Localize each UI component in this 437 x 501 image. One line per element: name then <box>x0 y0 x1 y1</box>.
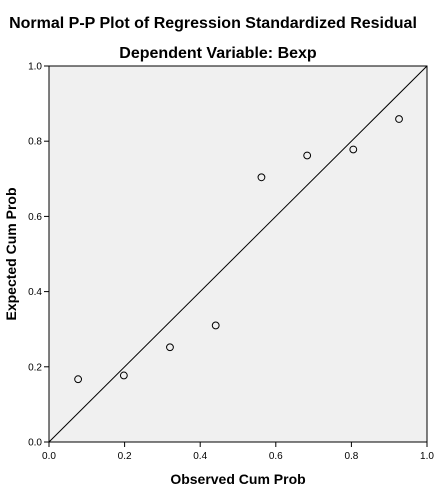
x-tick-label: 0.6 <box>269 451 283 462</box>
data-point <box>119 371 128 380</box>
reference-line <box>48 65 428 443</box>
x-tick-label: 1.0 <box>420 451 434 462</box>
y-tick-label: 1.0 <box>28 62 42 73</box>
data-point <box>395 115 403 123</box>
data-point <box>74 375 83 384</box>
y-tick-label: 0.2 <box>28 362 42 373</box>
data-point <box>166 343 174 352</box>
chart-title: Normal P-P Plot of Regression Standardiz… <box>9 15 417 32</box>
x-axis-ticks: 0.0 0.2 0.4 0.6 0.8 1.0 <box>42 442 434 462</box>
data-points <box>74 115 403 384</box>
y-axis-ticks: 0.0 0.2 0.4 0.6 0.8 1.0 <box>28 62 49 449</box>
data-point <box>211 321 220 330</box>
y-tick-label: 0.8 <box>28 137 42 148</box>
x-tick-label: 0.8 <box>344 451 358 462</box>
x-tick-label: 0.2 <box>118 451 132 462</box>
data-point <box>303 151 312 160</box>
y-axis-title: Expected Cum Prob <box>3 187 19 320</box>
y-tick-label: 0.6 <box>28 212 42 223</box>
x-tick-label: 0.0 <box>42 451 56 462</box>
data-point <box>257 173 266 182</box>
chart-subtitle: Dependent Variable: Bexp <box>119 45 317 62</box>
y-tick-label: 0.4 <box>28 287 42 298</box>
x-tick-label: 0.4 <box>193 451 207 462</box>
data-point <box>349 145 358 154</box>
y-tick-label: 0.0 <box>28 438 42 449</box>
x-axis-title: Observed Cum Prob <box>170 471 305 487</box>
